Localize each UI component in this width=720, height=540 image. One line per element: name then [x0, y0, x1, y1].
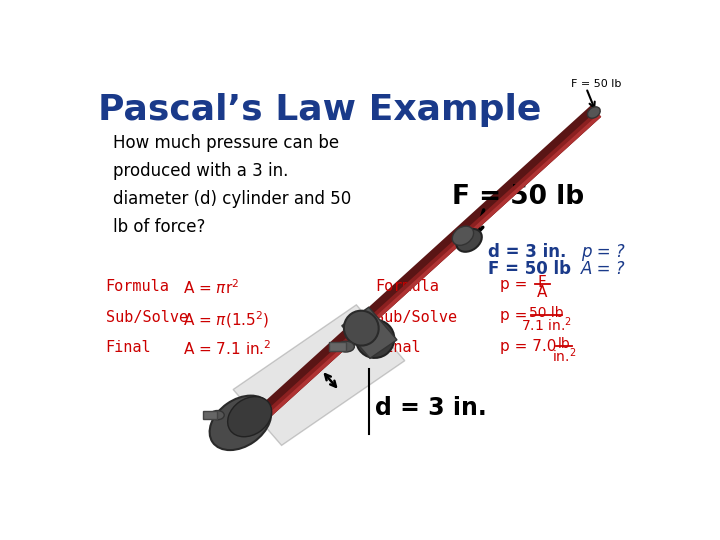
- Text: d = 3 in.: d = 3 in.: [375, 396, 487, 420]
- Text: Formula: Formula: [106, 279, 169, 294]
- Text: A = ?: A = ?: [581, 260, 626, 279]
- Text: 7.1 in.$^2$: 7.1 in.$^2$: [521, 316, 572, 334]
- Bar: [329, 342, 346, 351]
- Text: in.$^2$: in.$^2$: [552, 347, 576, 365]
- Text: p =: p =: [500, 278, 527, 292]
- Ellipse shape: [588, 107, 600, 118]
- Text: Sub/Solve: Sub/Solve: [375, 309, 457, 325]
- Ellipse shape: [338, 341, 354, 352]
- Polygon shape: [264, 114, 601, 421]
- Ellipse shape: [452, 226, 474, 245]
- Text: F: F: [538, 275, 546, 290]
- Text: lb: lb: [557, 336, 570, 350]
- Polygon shape: [256, 105, 601, 421]
- Text: Formula: Formula: [375, 279, 439, 294]
- Text: F = 50 lb: F = 50 lb: [452, 184, 585, 210]
- Ellipse shape: [456, 229, 482, 252]
- Text: How much pressure can be
produced with a 3 in.
diameter (d) cylinder and 50
lb o: How much pressure can be produced with a…: [113, 134, 351, 235]
- Ellipse shape: [228, 396, 271, 437]
- Polygon shape: [342, 307, 397, 359]
- Polygon shape: [261, 111, 601, 421]
- Text: p = ?: p = ?: [581, 244, 624, 261]
- Text: F = 50 lb: F = 50 lb: [488, 260, 572, 279]
- Text: Pascal’s Law Example: Pascal’s Law Example: [98, 92, 541, 126]
- Text: 50 lb: 50 lb: [528, 306, 564, 320]
- Text: Final: Final: [106, 340, 151, 355]
- Ellipse shape: [344, 310, 379, 346]
- Polygon shape: [233, 305, 405, 445]
- Bar: [204, 411, 217, 419]
- Text: A = $\pi$r$^2$: A = $\pi$r$^2$: [183, 278, 239, 297]
- Text: p =: p =: [500, 308, 527, 323]
- Text: d = 3 in.: d = 3 in.: [488, 244, 567, 261]
- Ellipse shape: [356, 320, 395, 358]
- Text: A = 7.1 in.$^2$: A = 7.1 in.$^2$: [183, 340, 271, 359]
- Text: Final: Final: [375, 340, 420, 355]
- Text: p = 7.0: p = 7.0: [500, 339, 557, 354]
- Text: F = 50 lb: F = 50 lb: [571, 79, 621, 89]
- Text: A: A: [537, 285, 547, 300]
- Ellipse shape: [210, 410, 224, 420]
- Text: A = $\pi$(1.5$^2$): A = $\pi$(1.5$^2$): [183, 309, 269, 329]
- Text: Sub/Solve: Sub/Solve: [106, 309, 188, 325]
- Ellipse shape: [210, 396, 271, 450]
